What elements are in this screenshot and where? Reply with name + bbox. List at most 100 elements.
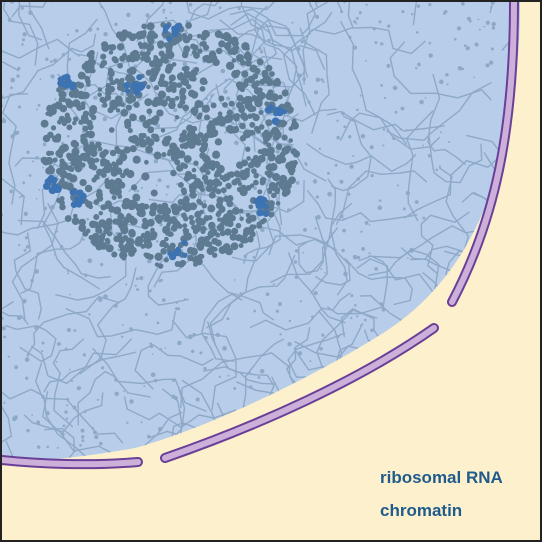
- nucleolus-granule: [169, 216, 178, 224]
- chromatin-granule: [324, 271, 326, 274]
- nucleolus-granule: [104, 94, 112, 101]
- chromatin-granule: [334, 163, 338, 167]
- nucleolus-granule: [257, 87, 263, 93]
- nucleolus-granule: [141, 172, 150, 181]
- nucleolus-granule: [179, 94, 187, 101]
- chromatin-granule: [350, 316, 353, 320]
- nucleolus-granule: [146, 22, 155, 31]
- nucleolus-granule: [141, 132, 147, 139]
- nucleolus-granule: [108, 76, 114, 82]
- chromatin-granule: [172, 379, 176, 382]
- chromatin-strand: [268, 234, 329, 294]
- ribosomal-rna-granule: [69, 83, 76, 91]
- chromatin-granule: [136, 288, 140, 292]
- chromatin-granule: [3, 401, 6, 404]
- chromatin-granule: [355, 22, 358, 25]
- nucleolus-granule: [208, 191, 216, 199]
- nucleolus-granule: [190, 43, 196, 50]
- nucleolus-granule: [270, 129, 276, 135]
- nucleolus-granule: [196, 114, 202, 120]
- nucleolus-granule: [42, 134, 51, 143]
- nucleolus-granule: [226, 115, 232, 120]
- chromatin-strand: [92, 348, 207, 412]
- chromatin-granule: [415, 31, 419, 34]
- nucleolus-granule: [117, 194, 123, 199]
- nucleolus-granule: [272, 134, 280, 141]
- nucleolus-granule: [165, 63, 174, 72]
- chromatin-granule: [66, 180, 70, 183]
- chromatin-granule: [113, 303, 118, 308]
- chromatin-granule: [358, 11, 362, 15]
- chromatin-granule: [309, 360, 312, 363]
- chromatin-granule: [382, 144, 385, 147]
- chromatin-granule: [321, 333, 325, 337]
- chromatin-granule: [143, 385, 146, 388]
- chromatin-granule: [173, 118, 177, 122]
- nucleolus-granule: [198, 218, 206, 226]
- nucleolus-granule: [170, 169, 177, 177]
- nucleolus-granule: [223, 173, 231, 181]
- chromatin-granule: [457, 66, 463, 71]
- chromatin-granule: [374, 299, 376, 301]
- nucleolus-granule: [228, 100, 235, 107]
- chromatin-granule: [315, 77, 321, 83]
- nucleolus-granule: [69, 174, 78, 183]
- chromatin-granule: [182, 422, 186, 426]
- nucleolus-granule: [217, 111, 223, 116]
- chromatin-granule: [148, 113, 152, 117]
- chromatin-granule: [372, 27, 376, 31]
- chromatin-granule: [17, 105, 22, 109]
- chromatin-granule: [265, 292, 270, 297]
- nucleolus-granule: [123, 118, 132, 127]
- nucleolus-granule: [201, 203, 208, 209]
- nucleolus-granule: [168, 82, 177, 91]
- nucleolus-granule: [80, 162, 86, 168]
- chromatin-granule: [380, 84, 383, 87]
- nucleolus-granule: [143, 252, 149, 258]
- nucleolus-granule: [72, 120, 77, 126]
- nucleolus-granule: [98, 219, 107, 228]
- nucleolus-granule: [261, 72, 268, 78]
- ribosomal-rna-granule: [182, 252, 188, 258]
- chromatin-granule: [210, 94, 213, 98]
- nucleolus-granule: [145, 145, 153, 154]
- nucleolus-granule: [128, 95, 137, 103]
- ribosomal-rna-granule: [69, 188, 77, 196]
- chromatin-strand: [13, 232, 42, 320]
- nucleolus-granule: [58, 90, 67, 99]
- nucleolus-granule: [135, 141, 140, 147]
- chromatin-strand: [124, 396, 236, 429]
- nucleolus-granule: [163, 42, 170, 48]
- chromatin-granule: [20, 194, 24, 198]
- chromatin-granule: [66, 134, 70, 138]
- chromatin-granule: [267, 38, 271, 43]
- chromatin-granule: [125, 283, 128, 286]
- nucleolus-granule: [149, 230, 158, 239]
- ribosomal-rna-granule: [271, 117, 280, 126]
- chromatin-granule: [82, 238, 85, 241]
- nucleolus-granule: [143, 203, 150, 210]
- nucleolus-granule: [132, 155, 141, 164]
- chromatin-strand: [200, 293, 243, 362]
- chromatin-granule: [135, 277, 139, 281]
- chromatin-granule: [59, 244, 64, 249]
- nucleolus-granule: [176, 164, 184, 172]
- chromatin-granule: [150, 372, 156, 378]
- chromatin-granule: [173, 108, 178, 113]
- chromatin-granule: [223, 89, 228, 94]
- chromatin-granule: [67, 33, 70, 36]
- nucleolus-granule: [258, 110, 264, 115]
- chromatin-strand: [327, 178, 348, 296]
- nucleolus-granule: [89, 105, 98, 113]
- chromatin-granule: [354, 304, 357, 307]
- ribosomal-rna-granule: [130, 83, 138, 91]
- chromatin-granule: [353, 20, 357, 24]
- nucleolus-granule: [279, 120, 286, 127]
- chromatin-granule: [35, 156, 39, 160]
- nucleolus-granule: [114, 145, 120, 151]
- nucleolus-granule: [285, 145, 292, 152]
- nucleolus-granule: [111, 251, 118, 258]
- chromatin-granule: [21, 38, 26, 42]
- chromatin-granule: [28, 174, 32, 177]
- nucleolus-granule: [222, 102, 228, 108]
